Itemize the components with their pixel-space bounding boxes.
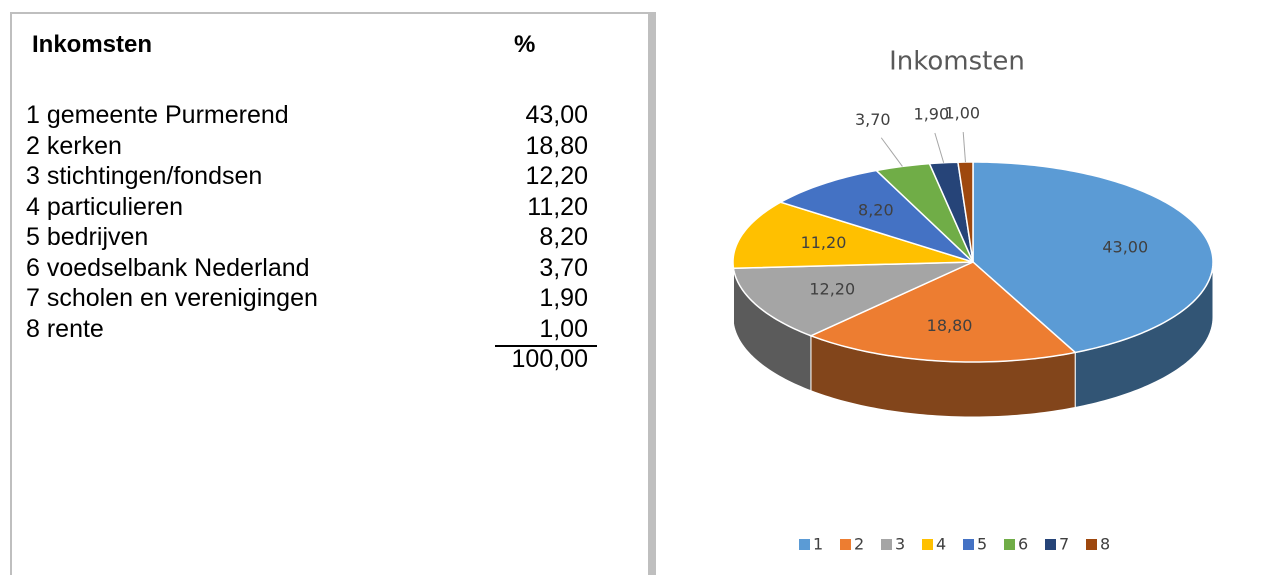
table-title: Inkomsten	[32, 31, 153, 58]
legend-swatch	[840, 539, 851, 550]
slice	[928, 161, 974, 263]
slice	[874, 162, 974, 263]
data-label: 1,90	[914, 105, 950, 124]
slice	[972, 161, 1214, 354]
legend-label: 6	[1018, 535, 1028, 554]
chart: Inkomsten 43,00 18,80 12,20 11,20 8,20 3,70 1,…	[732, 47, 1214, 554]
legend-swatch	[799, 539, 810, 550]
row-value: 3,70	[539, 253, 588, 282]
slice	[808, 261, 1077, 363]
leader-line	[962, 132, 966, 163]
legend-label: 5	[977, 535, 987, 554]
table-unit: %	[514, 31, 536, 58]
data-label: 11,20	[801, 233, 847, 252]
legend-label: 8	[1100, 535, 1110, 554]
row-value: 8,20	[539, 223, 588, 251]
legend-swatch	[881, 539, 892, 550]
table-box	[10, 12, 656, 575]
chart-title: Inkomsten	[889, 47, 1025, 77]
legend-label: 4	[936, 535, 946, 554]
data-label: 43,00	[1102, 237, 1148, 256]
legend-label: 2	[854, 535, 864, 554]
legend-swatch	[963, 539, 974, 550]
legend-label: 7	[1059, 535, 1069, 554]
data-label: 3,70	[855, 110, 891, 129]
data-label: 1,00	[944, 104, 980, 123]
row-value: 1,90	[539, 284, 588, 312]
row-label: 2 kerken	[26, 131, 122, 160]
legend-label: 3	[895, 535, 905, 554]
legend-swatch	[1045, 539, 1056, 550]
slice	[778, 169, 974, 263]
row-value: 1,00	[539, 314, 588, 343]
leader-line	[934, 132, 945, 163]
table-total: 100,00	[511, 345, 588, 373]
row-label: 5 bedrijven	[26, 223, 149, 251]
row-label: 8 rente	[26, 314, 104, 343]
leader-line	[880, 137, 903, 167]
legend-swatch	[922, 539, 933, 550]
row-value: 43,00	[525, 101, 588, 129]
row-value: 11,20	[527, 192, 588, 221]
data-label: 8,20	[858, 201, 894, 220]
row-label: 1 gemeente Purmerend	[26, 101, 289, 129]
legend-swatch	[1086, 539, 1097, 550]
legend-swatch	[1004, 539, 1015, 550]
data-label: 12,20	[809, 280, 855, 299]
row-label: 7 scholen en verenigingen	[26, 284, 318, 312]
data-label: 18,80	[927, 316, 973, 335]
row-value: 12,20	[525, 162, 588, 190]
row-label: 3 stichtingen/fondsen	[26, 162, 263, 190]
sum-line	[495, 344, 597, 347]
row-value: 18,80	[525, 131, 588, 160]
slice	[732, 201, 974, 270]
row-label: 6 voedselbank Nederland	[26, 253, 310, 282]
row-label: 4 particulieren	[26, 192, 184, 221]
slice	[732, 261, 974, 337]
legend-label: 1	[813, 535, 823, 554]
